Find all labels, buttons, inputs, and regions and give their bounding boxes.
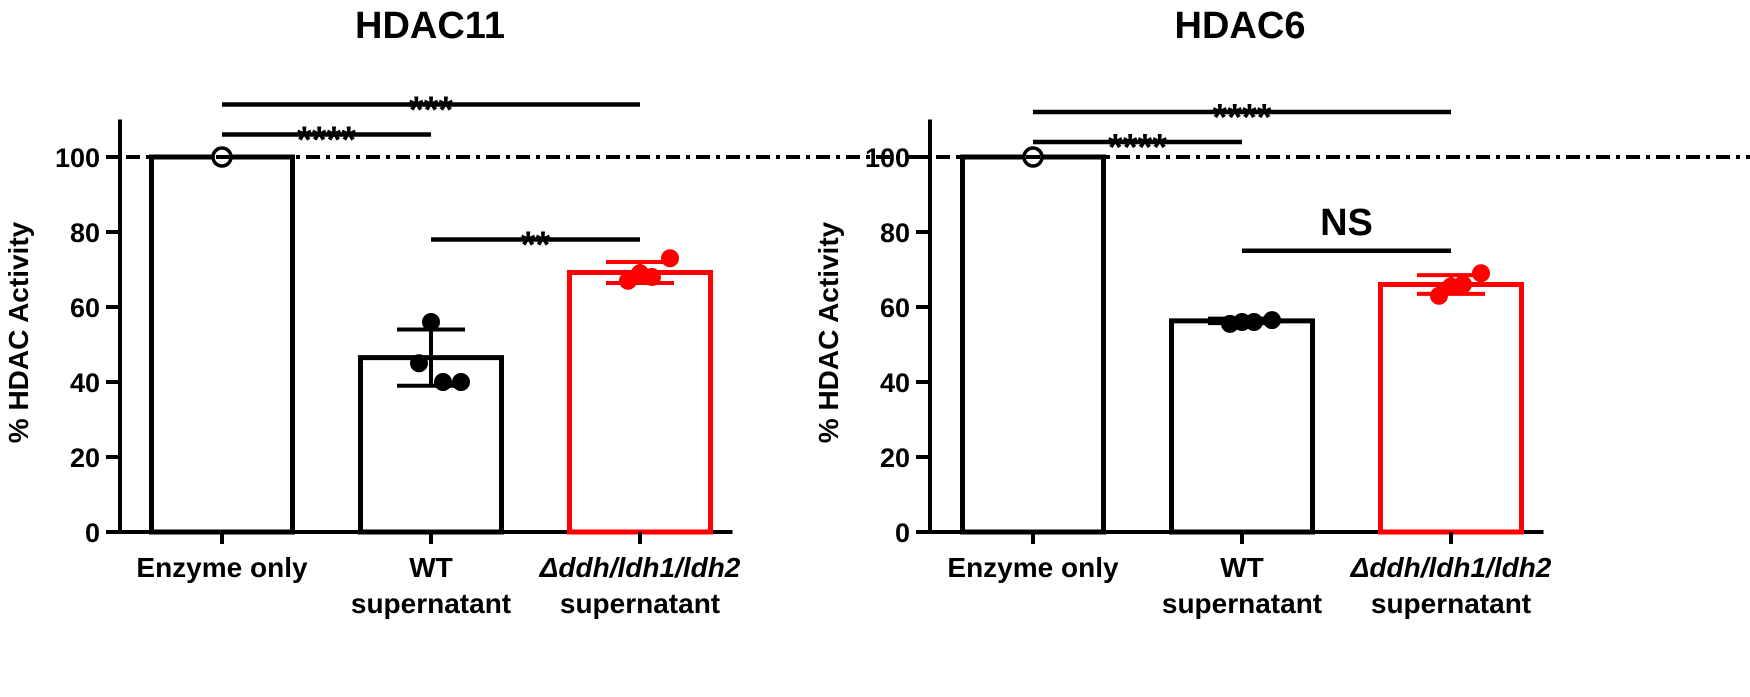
significance-label: NS — [1320, 202, 1373, 244]
x-tick-label: WT — [1220, 552, 1264, 583]
chart-title: HDAC11 — [355, 5, 505, 47]
x-tick-label: supernatant — [1162, 588, 1322, 619]
data-point — [452, 373, 470, 391]
significance-label: **** — [297, 120, 356, 162]
x-tick-label: Enzyme only — [136, 552, 308, 583]
data-point — [1245, 313, 1263, 331]
y-tick-label: 20 — [880, 443, 910, 473]
data-point — [619, 271, 637, 290]
data-point — [643, 268, 661, 286]
y-tick-label: 100 — [865, 143, 910, 173]
data-point — [422, 313, 440, 331]
x-tick-label: Δddh/ldh1/ldh2 — [539, 552, 741, 583]
y-tick-label: 40 — [880, 368, 910, 398]
data-point — [1454, 275, 1472, 294]
x-tick-label: WT — [409, 552, 453, 583]
y-tick-label: 60 — [70, 293, 100, 323]
data-point — [1472, 264, 1490, 283]
y-tick-label: 100 — [55, 143, 100, 173]
bar — [1378, 282, 1524, 535]
bar — [960, 154, 1106, 535]
y-axis-label: % HDAC Activity — [813, 221, 844, 443]
significance-label: *** — [409, 90, 454, 132]
chart-panel-1: HDAC11 % HDAC Activity 0 20 40 60 80 100 Enzyme … — [3, 5, 1750, 619]
data-point — [434, 373, 452, 391]
data-point — [1221, 314, 1239, 333]
significance-label: ** — [521, 225, 551, 267]
x-tick-label: supernatant — [560, 588, 720, 619]
y-tick-label: 80 — [70, 218, 100, 248]
y-tick-label: 20 — [70, 443, 100, 473]
y-tick-label: 40 — [70, 368, 100, 398]
y-tick-label: 80 — [880, 218, 910, 248]
x-tick-label: Enzyme only — [947, 552, 1119, 583]
bar — [1169, 318, 1315, 535]
data-point — [1430, 286, 1448, 305]
data-point — [661, 249, 679, 268]
data-point — [410, 354, 428, 373]
significance-label: **** — [1108, 127, 1167, 169]
y-axis-label: % HDAC Activity — [3, 221, 34, 443]
chart-title: HDAC6 — [1175, 5, 1306, 47]
y-tick-label: 0 — [895, 518, 910, 548]
y-tick-label: 60 — [880, 293, 910, 323]
x-tick-label: supernatant — [1371, 588, 1531, 619]
data-point — [1263, 311, 1281, 330]
bar — [567, 270, 713, 535]
chart-panel-2: HDAC6 % HDAC Activity 0 20 40 60 80 100 Enzyme o… — [813, 5, 1750, 619]
x-tick-label: supernatant — [351, 588, 511, 619]
y-tick-label: 0 — [85, 518, 100, 548]
significance-label: **** — [1212, 97, 1271, 139]
bar — [149, 154, 295, 535]
x-tick-label: Δddh/ldh1/ldh2 — [1350, 552, 1552, 583]
